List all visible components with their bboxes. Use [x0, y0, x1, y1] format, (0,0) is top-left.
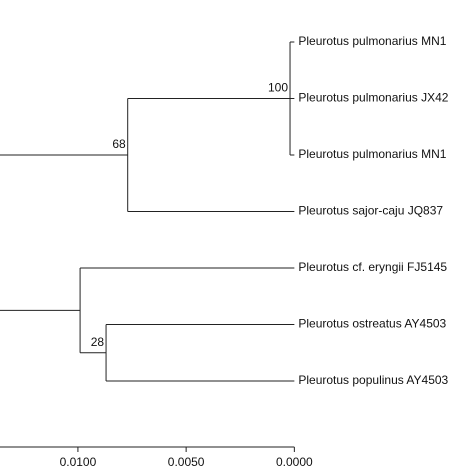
leaf-label: Pleurotus pulmonarius MN1: [298, 147, 446, 161]
leaf-label: Pleurotus pulmonarius MN1: [298, 34, 446, 48]
leaf-label: Pleurotus ostreatus AY4503: [298, 317, 446, 331]
leaf-label: Pleurotus pulmonarius JX42: [298, 91, 448, 105]
bootstrap-label: 28: [91, 335, 105, 349]
bootstrap-label: 68: [112, 137, 126, 151]
bootstrap-label: 100: [268, 81, 288, 95]
leaf-label: Pleurotus cf. eryngii FJ5145: [298, 260, 447, 274]
leaf-label: Pleurotus sajor-caju JQ837: [298, 204, 443, 218]
x-tick-label: 0.0000: [276, 455, 313, 469]
x-tick-label: 0.0050: [168, 455, 205, 469]
x-tick-label: 0.0100: [60, 455, 97, 469]
leaf-label: Pleurotus populinus AY4503: [298, 373, 448, 387]
